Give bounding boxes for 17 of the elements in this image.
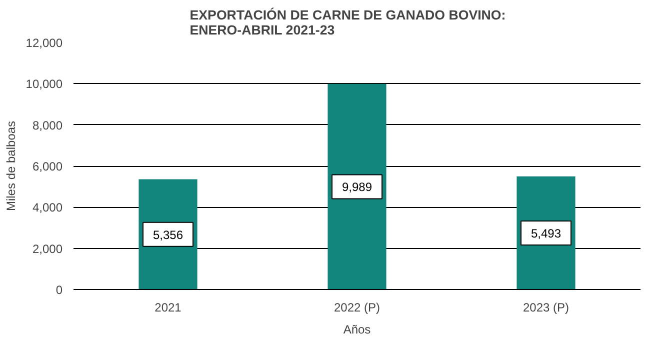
y-tick-label: 4,000 <box>32 200 63 215</box>
data-label: 5,356 <box>152 228 184 242</box>
bar <box>328 84 386 290</box>
y-tick-label: 6,000 <box>32 160 63 174</box>
x-axis-title: Años <box>343 322 371 336</box>
y-tick-label: 2,000 <box>32 242 63 256</box>
x-tick-label: 2022 (P) <box>334 300 380 314</box>
data-label: 5,493 <box>530 226 562 240</box>
y-tick-label: 12,000 <box>26 36 63 50</box>
y-tick-label: 10,000 <box>26 77 63 92</box>
x-tick-label: 2021 <box>154 300 182 314</box>
chart-title: EXPORTACIÓN DE CARNE DE GANADO BOVINO: ENERO-ABRIL 2021-23 <box>190 8 506 38</box>
y-tick-label: 8,000 <box>32 118 63 132</box>
y-tick-label: 0 <box>56 283 63 297</box>
x-tick-label: 2023 (P) <box>522 300 570 314</box>
data-label: 9,989 <box>342 180 372 194</box>
y-axis-title: Miles de balboas <box>4 120 18 212</box>
